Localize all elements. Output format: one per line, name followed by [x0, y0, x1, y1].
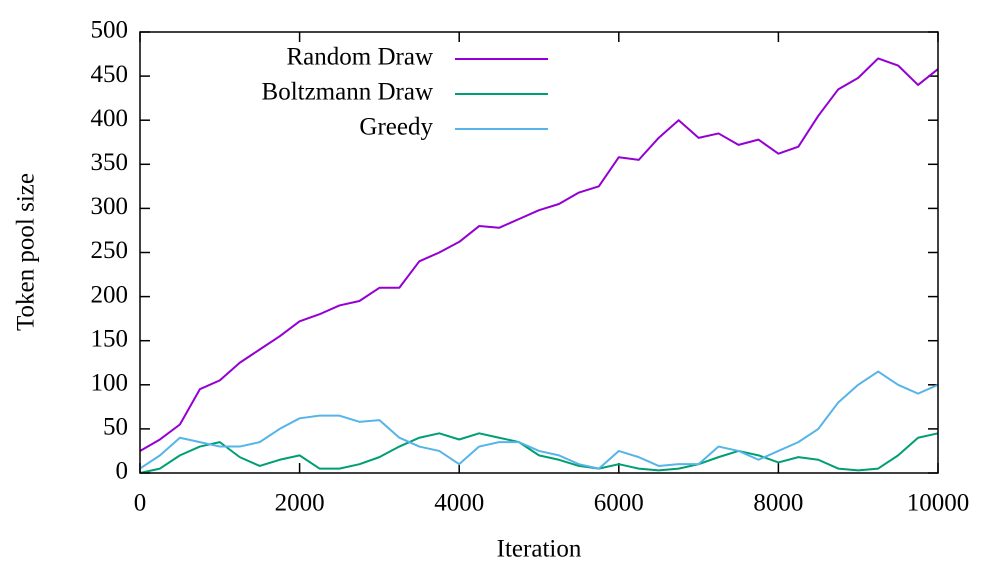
series-line — [139, 432, 939, 474]
y-tick-label: 50 — [103, 414, 128, 441]
legend-label: Boltzmann Draw — [262, 79, 433, 106]
series-line — [139, 57, 939, 452]
y-tick-label: 300 — [91, 193, 129, 220]
y-tick-label: 350 — [91, 149, 129, 176]
x-tick-label: 8000 — [753, 490, 803, 517]
x-tick-label: 10000 — [907, 490, 970, 517]
plot-frame — [139, 31, 939, 474]
legend-label: Random Draw — [287, 44, 434, 71]
x-tick-label: 6000 — [594, 490, 644, 517]
y-tick-label: 500 — [91, 17, 129, 44]
x-tick-label: 2000 — [275, 490, 325, 517]
y-tick-label: 400 — [91, 105, 129, 132]
x-tick-label: 4000 — [434, 490, 484, 517]
legend-label: Greedy — [359, 114, 433, 141]
x-axis-label: Iteration — [497, 536, 582, 563]
series-line — [139, 370, 939, 470]
y-axis-label: Token pool size — [13, 173, 40, 331]
y-tick-label: 450 — [91, 61, 129, 88]
x-tick-label: 0 — [134, 490, 147, 517]
y-tick-label: 0 — [116, 458, 129, 485]
y-tick-label: 100 — [91, 370, 129, 397]
y-tick-label: 200 — [91, 281, 129, 308]
y-tick-label: 250 — [91, 237, 129, 264]
y-tick-label: 150 — [91, 325, 129, 352]
